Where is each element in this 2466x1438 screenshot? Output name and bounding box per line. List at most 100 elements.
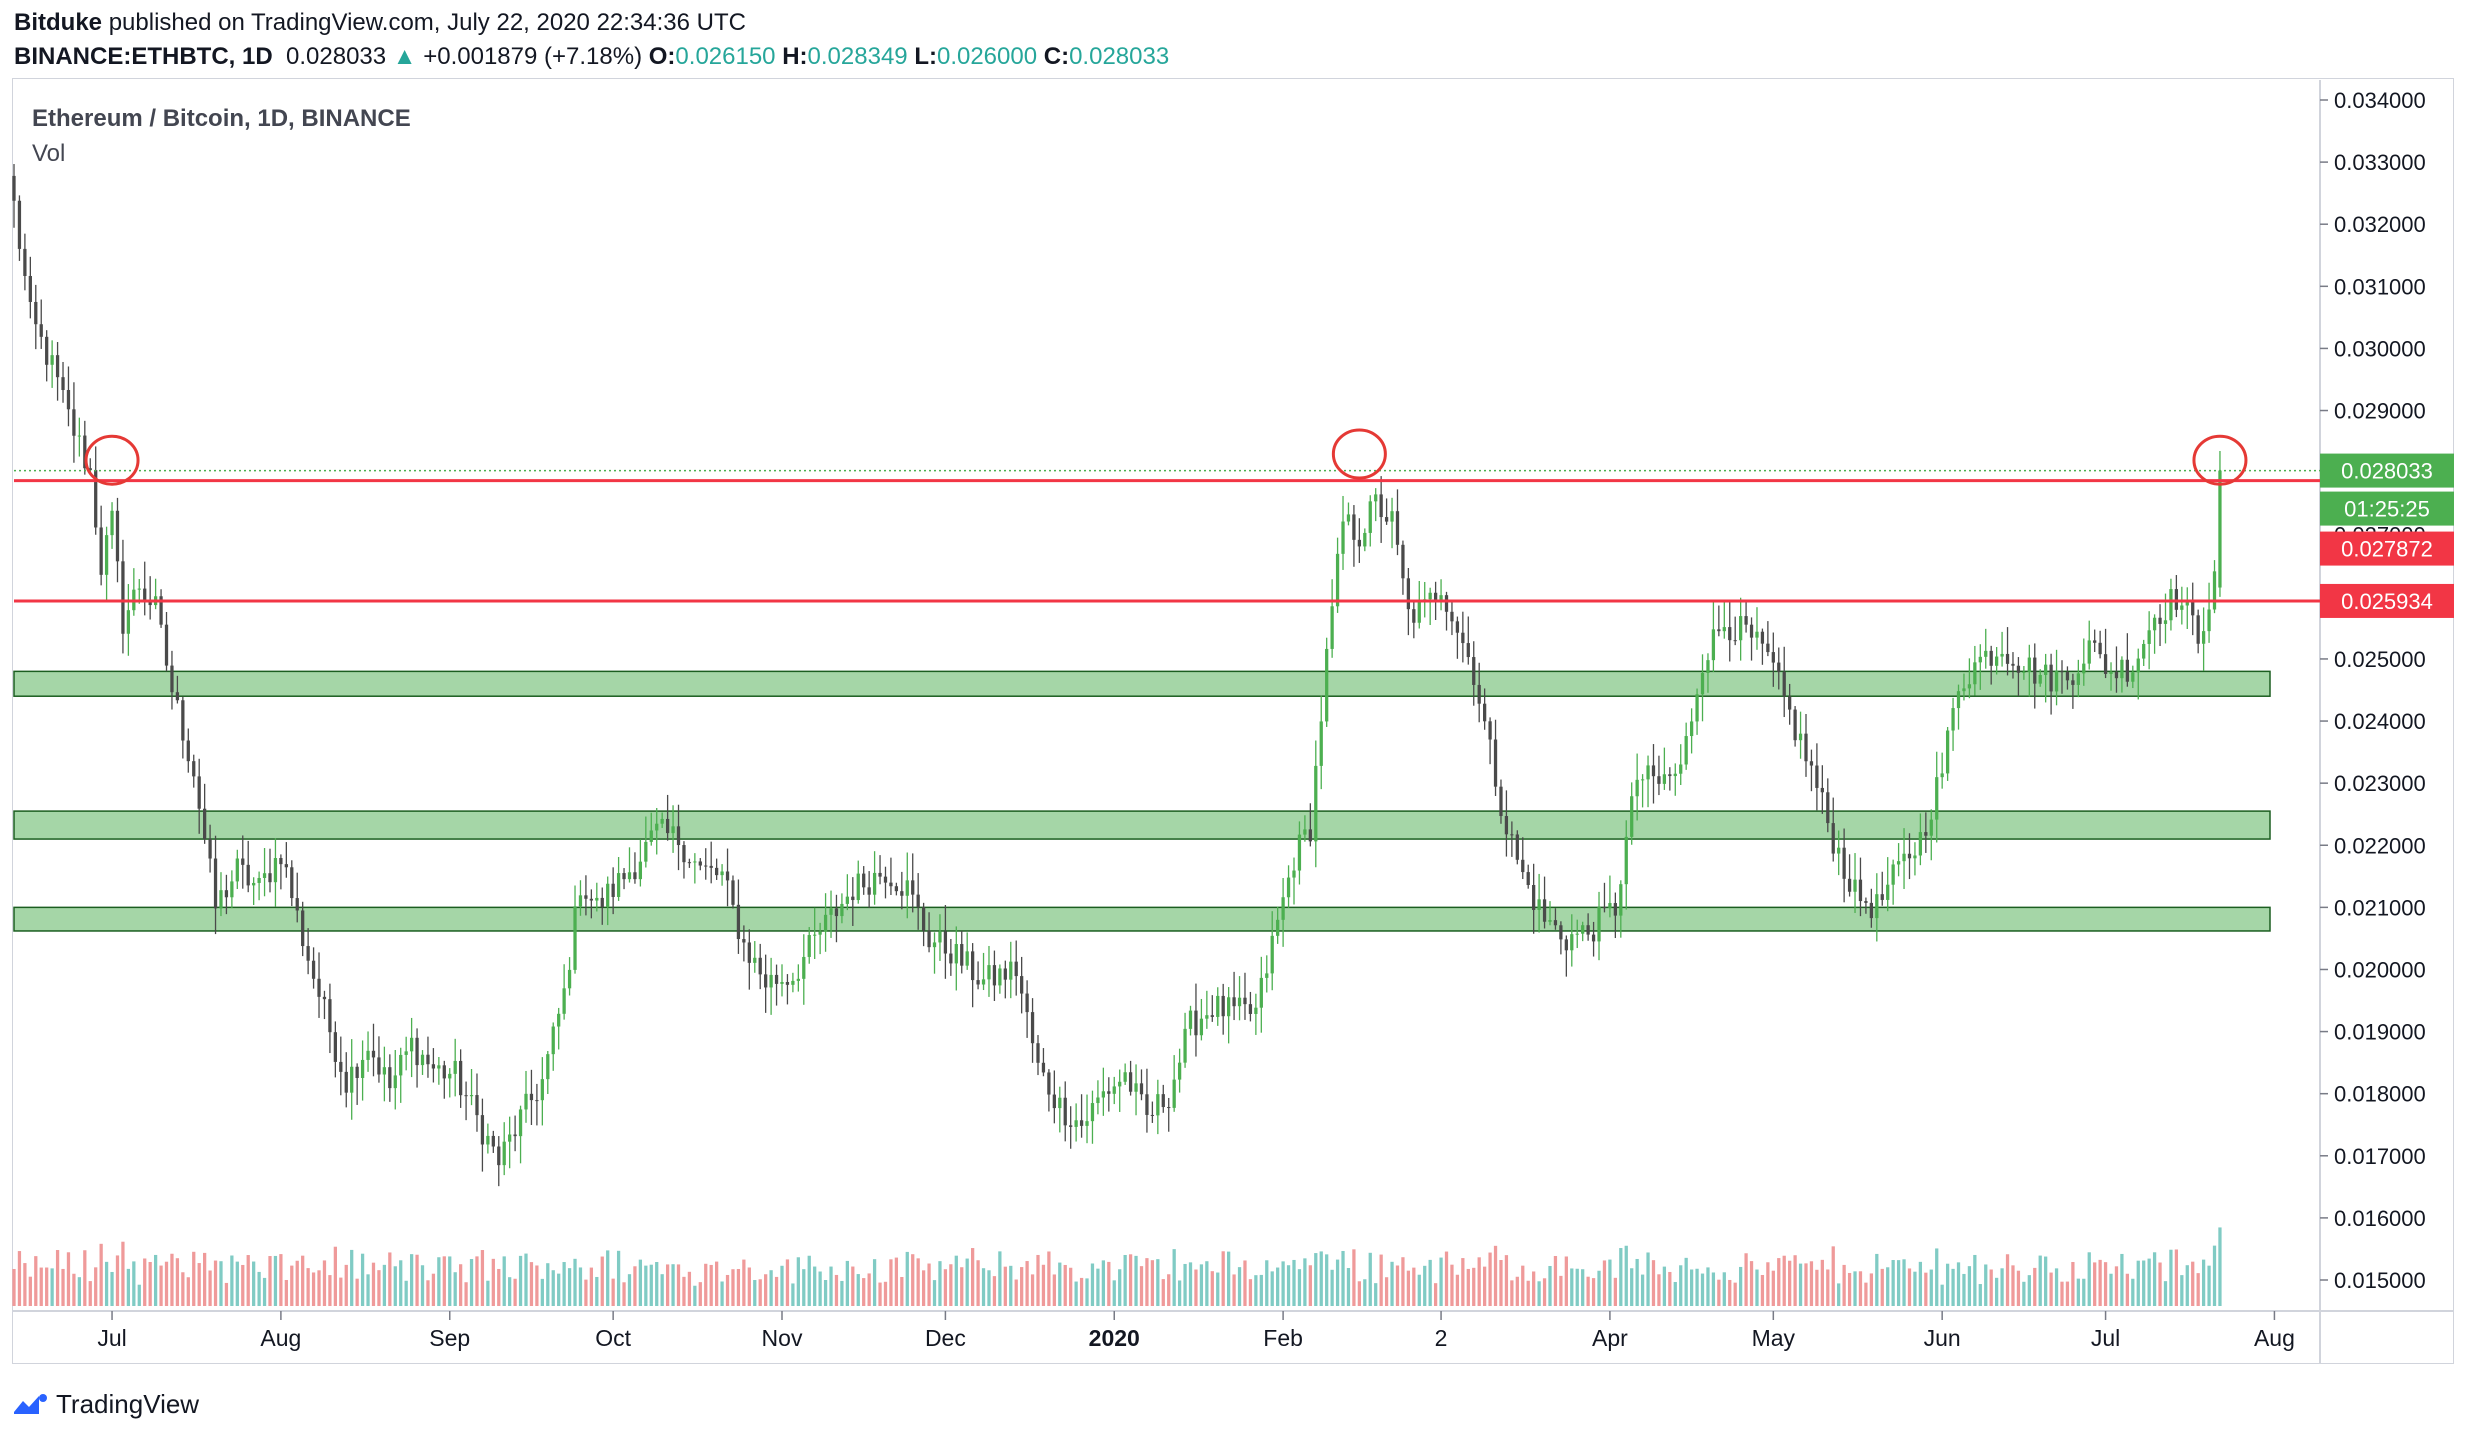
candle-body <box>1733 640 1737 642</box>
candle-body <box>2180 605 2184 610</box>
volume-bar <box>813 1266 817 1306</box>
footer-brand[interactable]: TradingView <box>14 1384 199 1424</box>
price-change: +0.001879 (+7.18%) <box>423 43 643 70</box>
volume-legend[interactable]: Vol <box>32 140 66 167</box>
volume-bar <box>1929 1269 1933 1306</box>
candle-body <box>1101 1091 1105 1098</box>
candle-body <box>1510 834 1514 836</box>
volume-bar <box>1880 1268 1884 1306</box>
volume-bar <box>1886 1267 1890 1306</box>
volume-bar <box>1455 1274 1460 1306</box>
candle-body <box>1488 721 1492 740</box>
volume-bar <box>224 1282 229 1306</box>
candle-body <box>491 1135 495 1147</box>
volume-bar <box>1079 1277 1084 1306</box>
candle-body <box>655 823 659 831</box>
candle-body <box>306 946 310 961</box>
volume-bar <box>1063 1264 1067 1306</box>
volume-bar <box>1374 1283 1378 1306</box>
candle-body <box>203 808 207 839</box>
candle-body <box>1123 1072 1127 1082</box>
candle-body <box>1902 853 1906 862</box>
candle-body <box>1450 611 1454 622</box>
candle-body <box>1608 903 1612 909</box>
volume-bar <box>1657 1274 1661 1306</box>
volume-bar <box>1918 1261 1923 1306</box>
candle-body <box>1461 632 1465 644</box>
x-tick-label: Nov <box>762 1325 803 1351</box>
volume-bar <box>655 1262 659 1306</box>
close-value: 0.028033 <box>1069 43 1170 70</box>
volume-bar <box>2142 1260 2146 1306</box>
volume-bar <box>1292 1259 1296 1306</box>
volume-bar <box>2120 1253 2124 1306</box>
candle-body <box>448 1073 452 1079</box>
volume-bar <box>252 1261 256 1306</box>
volume-bar <box>137 1284 141 1306</box>
candle-body <box>671 826 675 834</box>
candle-body <box>1864 901 1868 903</box>
candle-body <box>2158 617 2162 624</box>
volume-bar <box>1139 1266 1144 1306</box>
volume-bar <box>121 1241 125 1306</box>
candle-body <box>328 999 332 1033</box>
volume-bar <box>2000 1268 2004 1306</box>
volume-bar <box>1466 1268 1470 1306</box>
volume-bar <box>431 1273 436 1306</box>
volume-bar <box>1101 1260 1105 1306</box>
candle-body <box>1842 847 1846 879</box>
candle-body <box>1395 511 1400 545</box>
chart-legend-title[interactable]: Ethereum / Bitcoin, 1D, BINANCE <box>32 105 411 132</box>
candle-body <box>2098 642 2102 655</box>
candle-body <box>1711 629 1716 661</box>
chart-frame[interactable] <box>12 78 2454 1364</box>
volume-bar <box>1586 1276 1590 1306</box>
low-value: 0.026000 <box>936 43 1038 70</box>
volume-bar <box>126 1268 131 1306</box>
volume-bar <box>1722 1272 1726 1306</box>
candle-body <box>235 858 239 882</box>
volume-bar <box>148 1261 152 1306</box>
candle-body <box>1657 776 1661 784</box>
candle-body <box>388 1067 392 1089</box>
volume-bar <box>878 1282 882 1306</box>
candle-body <box>1575 933 1579 935</box>
candle-body <box>1112 1086 1116 1094</box>
x-tick-label: Apr <box>1592 1325 1628 1351</box>
volume-bar <box>164 1261 169 1306</box>
volume-bar <box>1515 1276 1519 1306</box>
candle-body <box>1973 662 1977 685</box>
candle-body <box>600 897 604 908</box>
peak-circle-annotation <box>84 434 140 486</box>
volume-bar <box>2016 1270 2021 1306</box>
volume-bar <box>2022 1281 2026 1306</box>
volume-bar <box>442 1256 446 1306</box>
candle-body <box>2218 470 2222 588</box>
candle-body <box>2212 571 2217 610</box>
volume-bar <box>366 1274 370 1306</box>
volume-bar <box>1804 1263 1808 1306</box>
candle-body <box>845 896 849 904</box>
volume-bar <box>2087 1252 2091 1306</box>
author-name[interactable]: Bitduke <box>14 9 103 36</box>
candle-body <box>1788 696 1792 710</box>
candle-body <box>1875 894 1879 919</box>
volume-bar <box>77 1277 81 1306</box>
candle-body <box>1907 853 1912 859</box>
volume-bar <box>1112 1280 1116 1306</box>
candle-body <box>2049 664 2053 692</box>
volume-bar <box>279 1254 283 1306</box>
x-tick-label: Oct <box>595 1325 631 1351</box>
candle-body <box>1357 539 1361 547</box>
volume-bar <box>1695 1268 1699 1306</box>
volume-bar <box>600 1256 604 1306</box>
candle-body <box>1297 834 1302 871</box>
candle-body <box>960 944 964 966</box>
volume-bar <box>1940 1284 1944 1306</box>
volume-bar <box>1248 1279 1253 1306</box>
publish-info: Bitduke published on TradingView.com, Ju… <box>14 8 746 38</box>
candle-body <box>704 865 708 867</box>
volume-bar <box>921 1270 926 1306</box>
volume-bar <box>437 1257 441 1306</box>
